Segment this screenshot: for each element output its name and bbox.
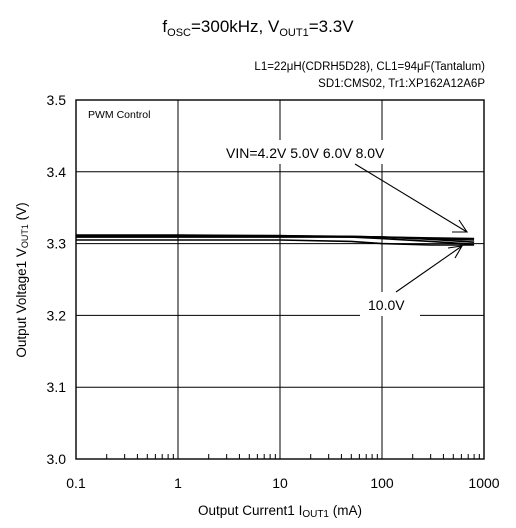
series-line-8-0V — [76, 236, 475, 240]
series-line-10-0V — [76, 239, 475, 246]
x-tick-label: 1000 — [468, 475, 499, 491]
vin-annotation-bg — [218, 140, 448, 164]
vin10-annotation-bg — [360, 292, 420, 316]
vin10-annotation: 10.0V — [368, 297, 405, 313]
y-tick-label: 3.3 — [47, 236, 67, 252]
y-tick-label: 3.5 — [47, 92, 67, 108]
control-label: PWM Control — [88, 109, 150, 121]
x-tick-labels: 0.1 1 10 100 1000 — [66, 475, 500, 491]
control-label-bg — [82, 105, 174, 122]
y-tick-label: 3.4 — [47, 164, 67, 180]
vin10-arrow-head — [447, 245, 464, 259]
vin10-arrow-line — [395, 245, 463, 293]
y-axis-label: Output Voltage1 VOUT1 (V) — [14, 202, 30, 357]
plot-frame — [75, 99, 485, 460]
vin-arrow-line — [354, 163, 468, 233]
conditions-line-1: L1=22μH(CDRH5D28), CL1=94μF(Tantalum) — [254, 61, 485, 73]
series-group — [76, 234, 475, 246]
x-tick-label: 10 — [272, 475, 288, 491]
conditions-line-2: SD1:CMS02, Tr1:XP162A12A6P — [318, 78, 485, 90]
chart-title: fOSC=300kHz, VOUT1=3.3V — [162, 17, 354, 39]
x-axis-label: Output Current1 IOUT1 (mA) — [198, 503, 362, 520]
x-tick-label: 100 — [370, 475, 394, 491]
y-tick-label: 3.2 — [47, 307, 67, 323]
y-tick-label: 3.1 — [47, 379, 67, 395]
y-tick-label: 3.0 — [47, 451, 67, 467]
vin-arrow-head — [452, 219, 469, 233]
y-tick-labels: 3.0 3.1 3.2 3.3 3.4 3.5 — [47, 92, 67, 467]
x-minor-ticks — [106, 454, 480, 459]
x-tick-label: 1 — [174, 475, 182, 491]
vin-annotation: VIN=4.2V 5.0V 6.0V 8.0V — [226, 145, 385, 161]
x-tick-label: 0.1 — [66, 475, 86, 491]
